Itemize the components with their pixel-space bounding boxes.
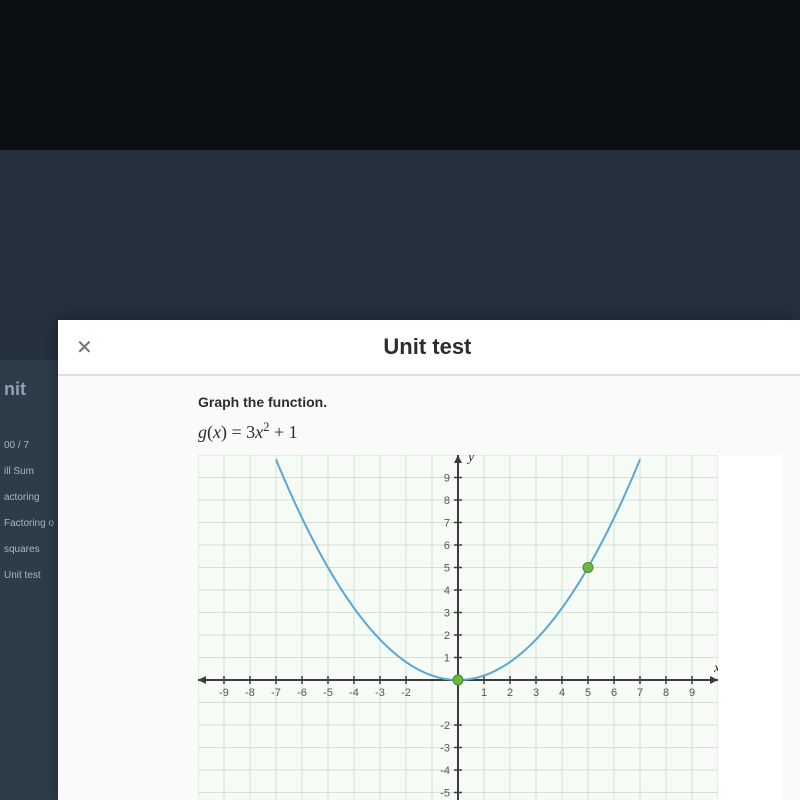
modal-header: ✕ Unit test: [58, 320, 800, 376]
background-sidebar: nit 00 / 7 ill Sum actoring Factoring o …: [0, 360, 60, 800]
svg-text:9: 9: [444, 473, 450, 485]
svg-text:-7: -7: [271, 687, 281, 699]
svg-text:-5: -5: [323, 687, 333, 699]
close-icon[interactable]: ✕: [76, 335, 93, 360]
svg-text:x: x: [713, 661, 718, 676]
svg-text:2: 2: [444, 630, 450, 642]
question-prompt: Graph the function.: [198, 394, 782, 410]
svg-text:-4: -4: [349, 687, 359, 699]
svg-text:8: 8: [444, 495, 450, 507]
svg-text:-3: -3: [375, 687, 385, 699]
quiz-modal: ✕ Unit test Graph the function. g(x) = 3…: [58, 320, 800, 800]
svg-text:5: 5: [585, 687, 591, 699]
svg-text:3: 3: [444, 608, 450, 620]
svg-text:-4: -4: [440, 765, 450, 777]
svg-text:6: 6: [611, 687, 617, 699]
svg-text:3: 3: [533, 687, 539, 699]
sidebar-item: ill Sum: [4, 459, 56, 485]
svg-text:-2: -2: [401, 687, 411, 699]
chart-svg[interactable]: -9 -8 -7 -6 -5 -4 -3 -2 1 2 3 4 5 6 7 8 9 1 2 3 4 5 6 7 8 9 -2 -3 -4…: [198, 455, 718, 800]
sidebar-item: squares: [4, 537, 56, 563]
svg-text:-2: -2: [440, 720, 450, 732]
svg-text:4: 4: [444, 585, 450, 597]
svg-text:-9: -9: [219, 687, 229, 699]
modal-body: Graph the function. g(x) = 3x2 + 1 -9-8-…: [58, 376, 800, 800]
screen-area: nit 00 / 7 ill Sum actoring Factoring o …: [0, 150, 800, 800]
svg-text:1: 1: [481, 687, 487, 699]
svg-text:7: 7: [444, 518, 450, 530]
svg-text:-6: -6: [297, 687, 307, 699]
svg-text:-5: -5: [440, 788, 450, 800]
equation-display: g(x) = 3x2 + 1: [198, 420, 782, 443]
page-title: Unit test: [123, 334, 732, 360]
svg-text:-3: -3: [440, 743, 450, 755]
svg-text:4: 4: [559, 687, 565, 699]
svg-text:9: 9: [689, 687, 695, 699]
svg-text:-8: -8: [245, 687, 255, 699]
sidebar-item: Unit test: [4, 563, 56, 589]
svg-text:7: 7: [637, 687, 643, 699]
sidebar-score-fragment: 00 / 7: [4, 433, 56, 459]
sidebar-item: Factoring o: [4, 511, 56, 537]
svg-text:y: y: [466, 455, 475, 465]
svg-text:5: 5: [444, 563, 450, 575]
svg-text:1: 1: [444, 653, 450, 665]
device-top-bezel: [0, 0, 800, 150]
svg-text:2: 2: [507, 687, 513, 699]
sidebar-unit-fragment: nit: [4, 366, 56, 413]
svg-text:6: 6: [444, 540, 450, 552]
sidebar-item: actoring: [4, 485, 56, 511]
graph-chart[interactable]: -9 -8 -7 -6 -5 -4 -3 -2 1 2 3 4 5 6 7 8 9 1 2 3 4 5 6 7 8 9 -2 -3 -4…: [198, 455, 782, 800]
svg-text:8: 8: [663, 687, 669, 699]
